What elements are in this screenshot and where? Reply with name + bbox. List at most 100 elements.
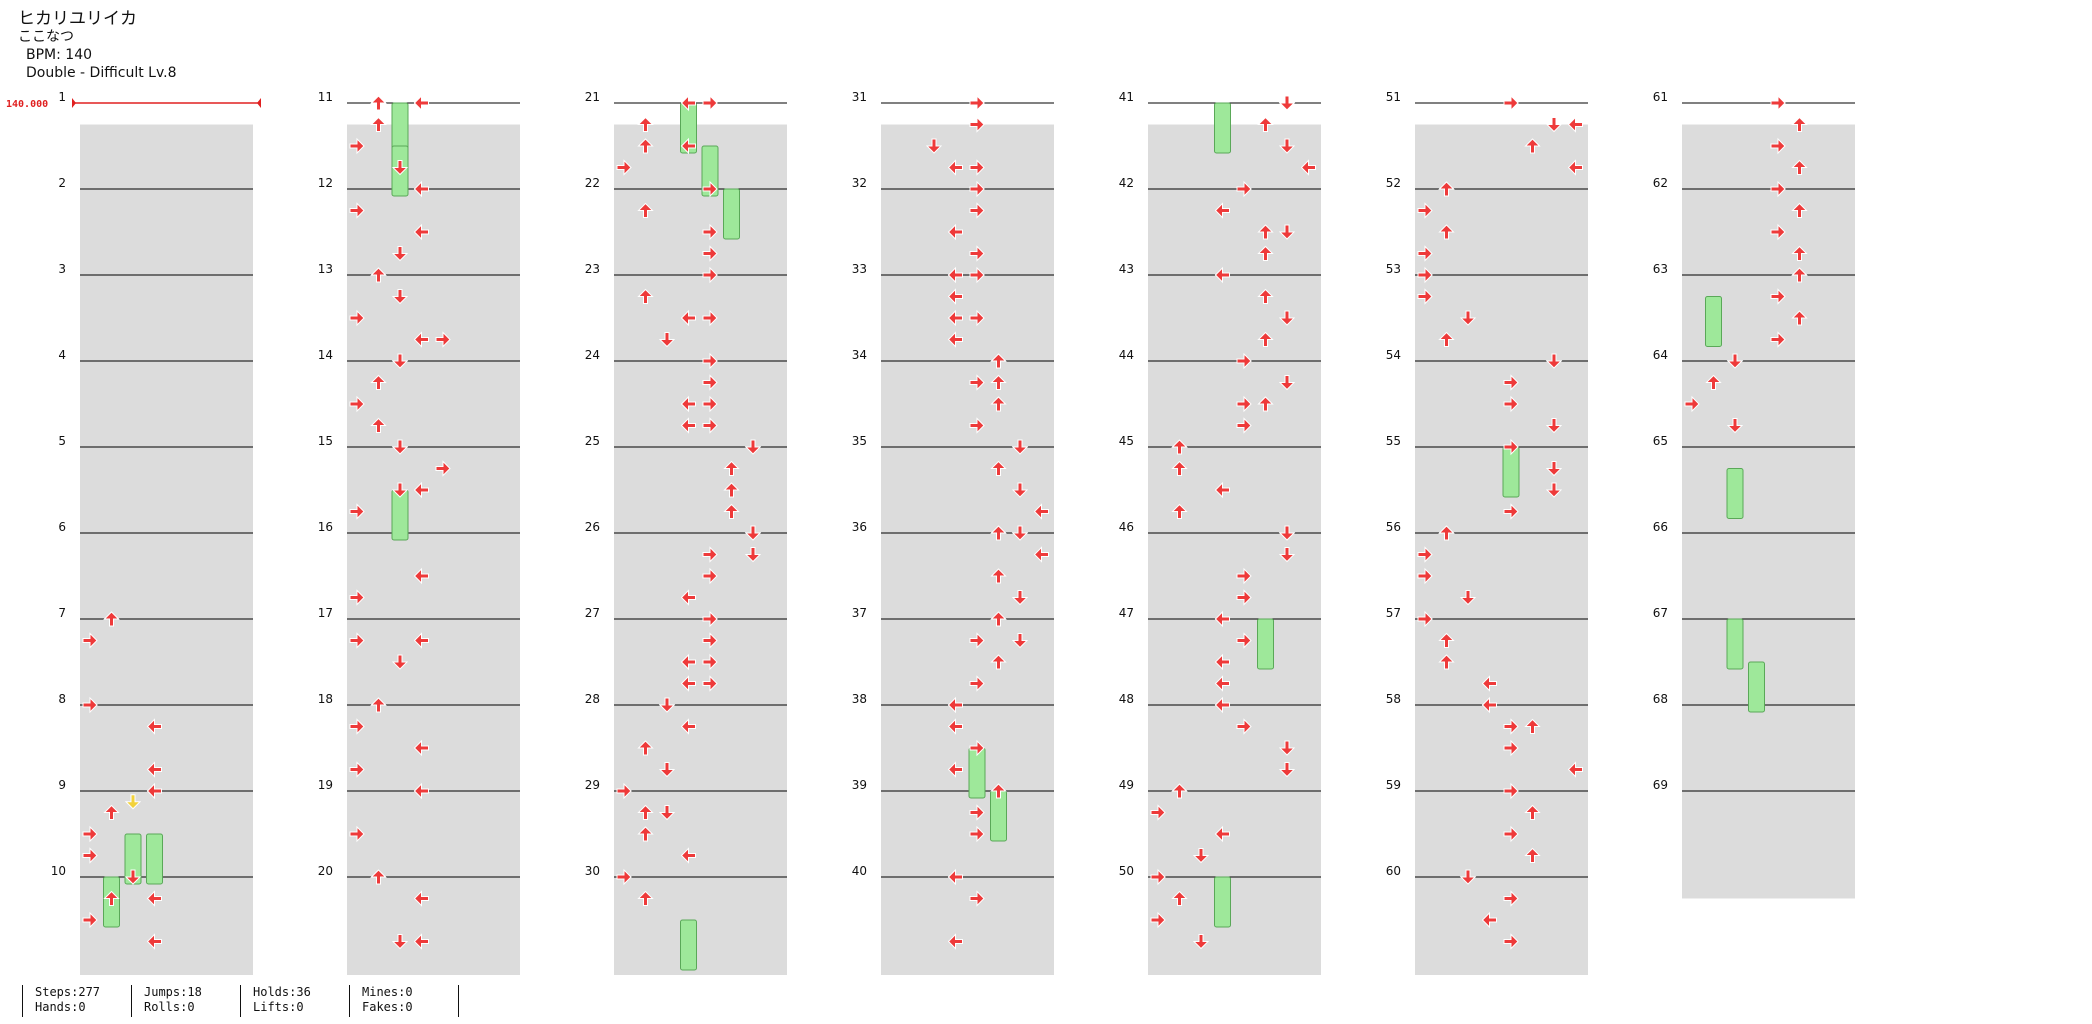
hold-note [1726,618,1744,670]
beat-shade [347,339,520,361]
step-arrow [1171,439,1188,455]
step-arrow [1481,696,1497,714]
step-arrow [680,653,696,671]
beat-shade [80,683,253,705]
step-arrow [1257,396,1274,412]
step-arrow [82,632,98,649]
step-arrow [413,933,429,950]
beat-shade [881,339,1054,361]
beat-shade [614,253,787,275]
step-arrow [744,525,762,541]
step-arrow [1257,245,1274,261]
chart-columns: 1234567891011121314151617181920212223242… [51,90,1855,975]
beat-shade [80,447,253,469]
step-arrow [1438,654,1455,670]
step-arrow [658,332,676,348]
measure-number: 28 [585,692,600,706]
beat-shade [1682,210,1855,232]
step-arrow [1278,95,1296,111]
step-arrow [1524,847,1541,863]
beat-shade [1682,769,1855,791]
measure-number: 59 [1386,778,1401,792]
step-arrow [1171,503,1188,519]
song-bpm: BPM: 140 [26,47,93,63]
measure-29: 29 [585,778,787,899]
beat-shade [347,920,520,942]
measure-number: 42 [1119,176,1134,190]
stat-lifts: Lifts:0 [253,1000,304,1014]
step-arrow [990,374,1007,390]
beat-shade [881,124,1054,146]
measure-number: 18 [318,692,333,706]
beat-shade [80,554,253,576]
beat-shade [1415,662,1588,684]
step-arrow [1791,245,1808,261]
beat-shade [881,812,1054,834]
step-arrow [990,654,1007,670]
beat-shade [1148,597,1321,619]
step-arrow [370,417,387,433]
step-arrow [1481,911,1497,929]
beat-shade [1682,404,1855,426]
beat-shade [881,791,1054,813]
measure-48: 48 [1119,692,1321,813]
step-arrow [1171,460,1188,476]
beat-shade [80,511,253,533]
hold-note [1748,661,1765,713]
step-arrow [413,890,429,907]
beat-shade [614,404,787,426]
step-arrow [146,718,162,735]
measure-number: 43 [1119,262,1134,276]
step-arrow [1438,525,1455,541]
step-arrow [702,395,718,413]
measure-43: 43 [1119,262,1321,383]
measure-14: 14 [318,348,520,469]
beat-shade [1148,361,1321,383]
beat-shade [80,576,253,598]
step-arrow [1726,418,1744,434]
beat-shade [614,748,787,770]
beat-shade [1148,726,1321,748]
measure-number: 11 [318,90,333,104]
beat-shade [881,232,1054,254]
step-arrow [1214,653,1230,671]
step-arrow [435,331,451,348]
step-arrow [680,309,696,327]
step-arrow [1567,761,1583,778]
measure-6: 6 [58,520,253,641]
beat-shade [347,941,520,963]
measure-number: 63 [1653,262,1668,276]
step-arrow [702,417,718,434]
beat-shade [1415,812,1588,834]
beat-shade [1148,167,1321,189]
step-arrow [723,482,740,498]
step-arrow [1567,116,1583,133]
beat-shade [80,361,253,383]
beat-shade [1148,576,1321,598]
beat-shade [1415,447,1588,469]
step-arrow [1011,590,1029,606]
bpm-marker: 140.000 [6,98,261,110]
measure-7: 7 [58,606,253,727]
step-arrow [1770,331,1786,348]
beat-shade [1148,296,1321,318]
beat-shade [347,597,520,619]
beat-shade [347,232,520,254]
step-arrow [1791,116,1808,132]
beat-shade [80,705,253,727]
step-arrow [947,159,963,176]
stats-col-jumps: Jumps:18 Rolls:0 [131,985,240,1017]
beat-shade [614,898,787,920]
beat-shade [881,447,1054,469]
beat-shade [1415,296,1588,318]
step-arrow [1524,138,1541,154]
measure-65: 65 [1653,434,1855,555]
beat-shade [80,877,253,899]
beat-shade [80,791,253,813]
measure-number: 49 [1119,778,1134,792]
beat-shade [1148,511,1321,533]
beat-shade [1415,963,1588,975]
measure-9: 9 [58,778,253,899]
step-arrow [146,782,162,800]
measure-57: 57 [1386,606,1588,727]
